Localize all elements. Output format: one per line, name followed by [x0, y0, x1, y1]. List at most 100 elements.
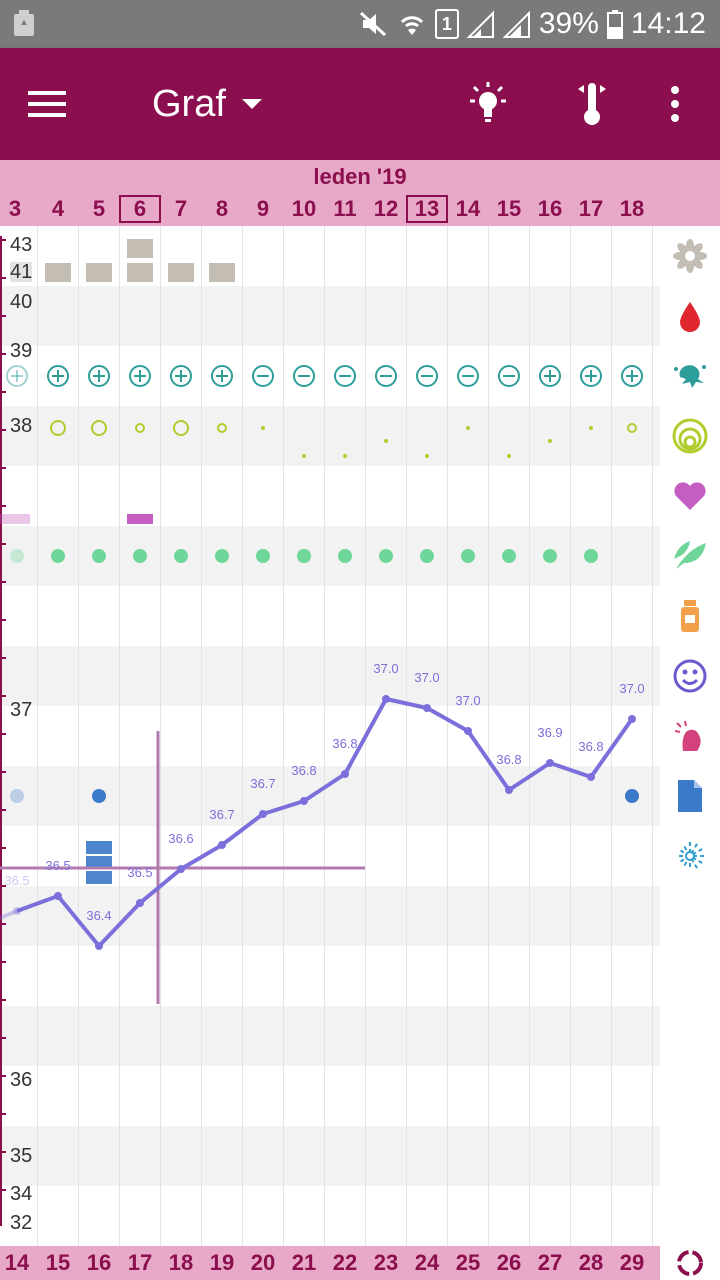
day-label[interactable]: 7 — [174, 196, 188, 221]
cycle-day-label: 17 — [127, 1250, 153, 1275]
smiley-icon[interactable] — [670, 656, 710, 696]
supplement-dot — [10, 549, 24, 563]
day-label[interactable]: 11 — [333, 196, 357, 221]
cycle-day-label: 15 — [45, 1250, 71, 1275]
sim-badge: 1 — [434, 9, 459, 39]
temperature-point — [505, 786, 513, 794]
observation-box — [45, 263, 71, 282]
lightbulb-icon — [470, 82, 506, 122]
menu-button[interactable] — [16, 48, 80, 160]
temperature-label: 37.0 — [414, 670, 439, 685]
cycle-day-label: 28 — [578, 1250, 604, 1275]
supplement-dot — [215, 549, 229, 563]
temperature-point — [300, 797, 308, 805]
y-axis-label: 43 — [10, 234, 33, 256]
y-axis-label: 34 — [10, 1183, 33, 1205]
day-label[interactable]: 4 — [51, 196, 65, 221]
splash-icon[interactable] — [670, 356, 710, 396]
mucus-marker — [173, 420, 189, 436]
row-band — [0, 286, 660, 346]
tips-button[interactable] — [458, 48, 518, 160]
temperature-point — [546, 759, 554, 767]
supplement-dot — [379, 549, 393, 563]
day-label[interactable]: 15 — [496, 196, 522, 221]
medicine-bottle-icon[interactable] — [670, 596, 710, 636]
observation-box — [209, 263, 235, 282]
observation-box — [168, 263, 194, 282]
temperature-label: 36.8 — [291, 763, 316, 778]
page-title: Graf — [152, 82, 226, 125]
cervix-icon[interactable] — [670, 416, 710, 456]
day-label[interactable]: 6 — [119, 195, 161, 223]
dropdown-arrow-icon — [241, 99, 262, 109]
temperature-label: 36.5 — [4, 873, 29, 888]
blue-stack-box — [86, 871, 112, 884]
observation-box — [127, 239, 153, 258]
more-options-button[interactable] — [650, 48, 700, 160]
wifi-icon — [400, 16, 423, 35]
supplement-dot — [92, 549, 106, 563]
cycle-day-label: 21 — [291, 1250, 317, 1275]
battery-text: 39% — [538, 7, 599, 40]
fertility-chart[interactable]: 36.5 36.5 36.4 36.5 36.6 36.7 36.7 36.8 36.8 37.0… — [0, 226, 660, 1246]
view-selector[interactable]: Graf — [152, 48, 264, 160]
mute-icon — [359, 11, 386, 37]
sparkle-icon[interactable] — [670, 836, 710, 876]
test-plus-marker — [580, 365, 602, 387]
test-minus-marker — [375, 365, 397, 387]
row-band — [0, 406, 660, 466]
day-label[interactable]: 9 — [256, 196, 270, 221]
temperature-point — [382, 695, 390, 703]
row-band — [0, 766, 660, 826]
mucus-marker — [343, 454, 347, 458]
blue-stack-box — [86, 841, 112, 854]
y-axis-label: 37 — [10, 699, 33, 721]
temperature-point — [54, 892, 62, 900]
y-axis-label: 36 — [10, 1069, 33, 1091]
day-label[interactable]: 12 — [373, 196, 399, 221]
cycle-day-label: 19 — [209, 1250, 235, 1275]
day-label[interactable]: 17 — [578, 196, 604, 221]
y-axis-label: 35 — [10, 1145, 33, 1167]
cycle-day-label: 20 — [250, 1250, 276, 1275]
supplement-dot — [174, 549, 188, 563]
chart-background — [0, 226, 660, 1246]
row-band — [0, 1126, 660, 1186]
day-label[interactable]: 8 — [215, 196, 229, 221]
day-label[interactable]: 14 — [455, 196, 481, 221]
test-minus-marker — [252, 365, 274, 387]
intercourse-bar — [127, 514, 153, 524]
temperature-button[interactable] — [562, 48, 622, 160]
temperature-point — [218, 841, 226, 849]
cycle-button[interactable] — [660, 1246, 720, 1280]
more-vert-icon — [671, 86, 679, 122]
temperature-label: 37.0 — [455, 693, 480, 708]
flower-icon[interactable] — [670, 236, 710, 276]
day-label[interactable]: 3 — [8, 196, 22, 221]
supplement-dot — [502, 549, 516, 563]
pain-icon[interactable] — [670, 716, 710, 756]
mucus-marker — [91, 420, 107, 436]
supplement-dot — [584, 549, 598, 563]
day-label[interactable]: 18 — [619, 196, 645, 221]
signal-icon-2 — [502, 10, 530, 38]
blood-drop-icon[interactable] — [670, 296, 710, 336]
leaf-icon[interactable] — [670, 536, 710, 576]
temperature-label: 36.5 — [127, 865, 152, 880]
mucus-marker — [425, 454, 429, 458]
cycle-day-label: 22 — [332, 1250, 358, 1275]
heart-icon[interactable] — [670, 476, 710, 516]
temperature-point — [423, 704, 431, 712]
day-label[interactable]: 5 — [92, 196, 106, 221]
day-label[interactable]: 13 — [406, 195, 448, 223]
cycle-day-label: 27 — [537, 1250, 563, 1275]
day-label[interactable]: 10 — [291, 196, 317, 221]
test-plus-marker — [47, 365, 69, 387]
document-dot — [10, 789, 24, 803]
document-icon[interactable] — [670, 776, 710, 816]
day-label[interactable]: 16 — [537, 196, 563, 221]
supplement-dot — [51, 549, 65, 563]
temperature-point — [259, 810, 267, 818]
menu-icon — [28, 91, 66, 117]
cycle-day-label: 16 — [86, 1250, 112, 1275]
